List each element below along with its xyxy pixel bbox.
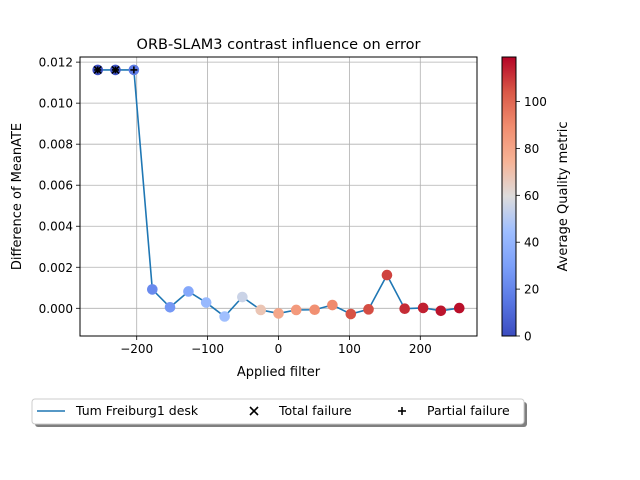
colorbar-tick-label: 100 bbox=[524, 95, 547, 109]
y-tick-label: 0.012 bbox=[39, 56, 73, 70]
colorbar-label: Average Quality metric bbox=[556, 122, 571, 272]
data-point bbox=[309, 304, 320, 316]
data-point bbox=[255, 304, 267, 316]
legend-entry-partial-failure: Partial failure bbox=[427, 403, 510, 418]
y-tick-label: 0.000 bbox=[39, 302, 73, 316]
data-point bbox=[164, 301, 176, 313]
y-tick-label: 0.008 bbox=[39, 138, 73, 152]
x-tick-label: 0 bbox=[275, 342, 283, 356]
x-tick-label: 200 bbox=[409, 342, 432, 356]
total-failure-icon bbox=[249, 406, 259, 416]
legend-box bbox=[31, 398, 525, 425]
x-axis: −200 −100 0 100 200 bbox=[120, 336, 432, 356]
data-point bbox=[200, 297, 212, 308]
colorbar: 0 20 40 60 80 100 Average Quality metric bbox=[501, 56, 571, 344]
data-point bbox=[290, 304, 302, 316]
data-point bbox=[219, 311, 230, 322]
data-point bbox=[345, 308, 357, 320]
data-point bbox=[183, 286, 194, 297]
legend-entry-total-failure: Total failure bbox=[278, 403, 352, 418]
legend: Tum Freiburg1 desk Total failure Partial… bbox=[31, 398, 527, 427]
y-tick-label: 0.004 bbox=[39, 220, 73, 234]
y-axis-label: Difference of MeanATE bbox=[10, 123, 25, 270]
colorbar-tick-label: 60 bbox=[524, 189, 539, 203]
chart-title: ORB-SLAM3 contrast influence on error bbox=[137, 37, 421, 53]
colorbar-tick-label: 0 bbox=[524, 330, 532, 344]
x-tick-label: −100 bbox=[191, 342, 224, 356]
grid bbox=[80, 57, 477, 336]
colorbar-tick-label: 80 bbox=[524, 142, 539, 156]
data-point bbox=[273, 308, 284, 319]
colorbar-gradient bbox=[501, 56, 517, 337]
partial-failure-icon bbox=[398, 407, 406, 415]
data-point bbox=[453, 302, 465, 314]
y-axis: 0.000 0.002 0.004 0.006 0.008 0.010 0.012 bbox=[39, 56, 80, 316]
data-point bbox=[363, 304, 374, 315]
legend-entry-series: Tum Freiburg1 desk bbox=[75, 403, 199, 418]
data-point bbox=[327, 299, 338, 311]
y-tick-label: 0.006 bbox=[39, 179, 73, 193]
data-point bbox=[435, 305, 447, 317]
partial-failure-marker bbox=[94, 66, 102, 74]
y-tick-label: 0.002 bbox=[39, 261, 73, 275]
data-point bbox=[417, 302, 429, 314]
plot-area bbox=[92, 64, 465, 322]
colorbar-tick-label: 20 bbox=[524, 283, 539, 297]
data-point bbox=[147, 284, 158, 295]
x-tick-label: −200 bbox=[120, 342, 153, 356]
partial-failure-marker bbox=[130, 66, 138, 74]
x-tick-label: 100 bbox=[338, 342, 361, 356]
y-tick-label: 0.010 bbox=[39, 97, 73, 111]
data-point bbox=[381, 269, 393, 281]
x-axis-label: Applied filter bbox=[237, 365, 321, 380]
data-point bbox=[399, 303, 410, 315]
colorbar-tick-label: 40 bbox=[524, 236, 539, 250]
data-point bbox=[237, 291, 248, 303]
partial-failure-marker bbox=[111, 66, 119, 74]
